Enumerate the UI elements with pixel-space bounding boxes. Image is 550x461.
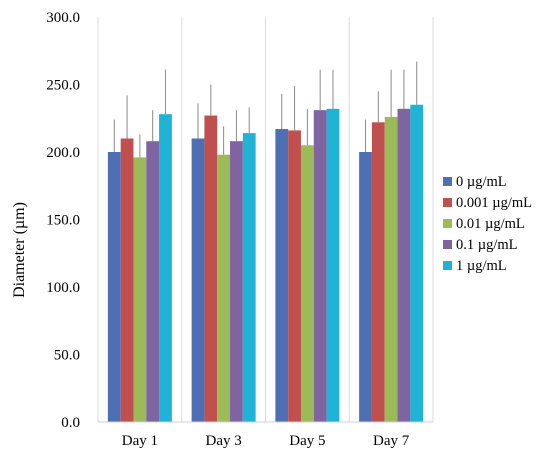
bar: [191, 138, 205, 422]
bar: [371, 122, 385, 423]
bar: [288, 130, 301, 422]
bar: [275, 129, 289, 423]
legend-swatch: [443, 177, 452, 186]
bar: [242, 133, 256, 422]
bar: [359, 152, 372, 422]
bar: [146, 141, 160, 422]
legend-label: 0 µg/mL: [456, 174, 507, 190]
legend-label: 0.01 µg/mL: [456, 216, 525, 232]
bar: [397, 108, 411, 423]
bar: [204, 115, 218, 423]
bars: [107, 104, 424, 423]
y-tick-label: 150.0: [46, 213, 80, 229]
legend-label: 0.001 µg/mL: [456, 195, 532, 211]
bar: [120, 138, 134, 422]
legend-swatch: [443, 219, 452, 228]
x-category-label: Day 3: [206, 433, 242, 449]
x-category-label: Day 5: [289, 433, 325, 449]
bar: [313, 110, 327, 423]
x-category-labels: Day 1 Day 3 Day 5 Day 7: [122, 433, 410, 449]
x-category-label: Day 7: [373, 433, 410, 449]
legend-label: 1 µg/mL: [456, 258, 507, 274]
bar: [300, 145, 314, 422]
y-tick-label: 300.0: [46, 10, 80, 26]
bar: [217, 154, 231, 422]
y-axis-label: Diameter (µm): [11, 202, 28, 298]
bar: [159, 114, 172, 422]
legend-label: 0.1 µg/mL: [456, 237, 518, 253]
x-category-label: Day 1: [122, 433, 158, 449]
legend-swatch: [443, 240, 452, 249]
bar: [410, 104, 424, 422]
legend: 0 µg/mL 0.001 µg/mL 0.01 µg/mL 0.1 µg/mL 1 µ…: [443, 174, 532, 274]
y-tick-label: 0.0: [61, 415, 80, 431]
bar: [384, 116, 398, 423]
legend-swatch: [443, 261, 452, 270]
y-tick-label: 250.0: [46, 78, 80, 94]
y-tick-labels: 0.0 50.0 100.0 150.0 200.0 250.0 300.0: [46, 10, 80, 431]
y-tick-label: 50.0: [54, 348, 80, 364]
y-tick-label: 100.0: [46, 280, 80, 296]
bar: [326, 108, 340, 423]
gridlines: [97, 17, 434, 422]
error-bars: [113, 61, 418, 158]
bar: [133, 157, 147, 422]
y-tick-label: 200.0: [46, 145, 80, 161]
bar: [230, 141, 243, 422]
bar: [107, 152, 121, 422]
legend-swatch: [443, 198, 452, 207]
